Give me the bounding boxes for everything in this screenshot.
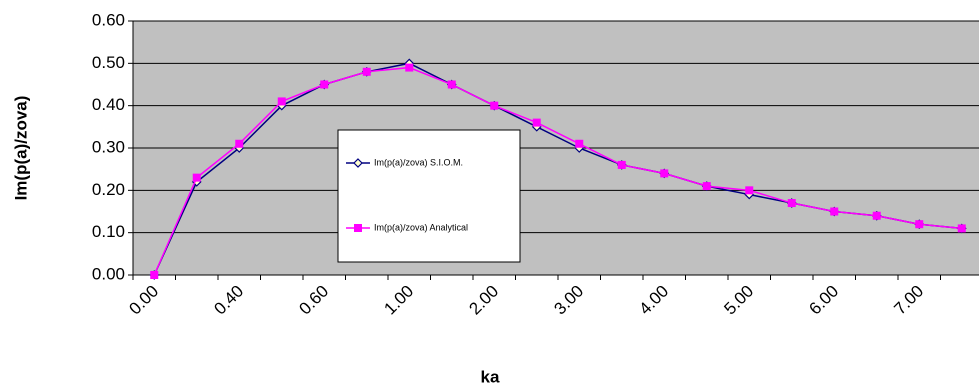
y-axis-title: Im(p(a)/zova) xyxy=(11,96,30,201)
data-point xyxy=(532,118,541,127)
data-point xyxy=(490,101,499,110)
legend-marker xyxy=(354,224,362,232)
y-tick-label: 0.00 xyxy=(92,264,125,283)
x-tick-label: 3.00 xyxy=(550,282,587,319)
data-point xyxy=(575,139,584,148)
data-point xyxy=(277,97,286,106)
y-tick-label: 0.10 xyxy=(92,222,125,241)
data-point xyxy=(872,211,881,220)
legend xyxy=(337,129,521,263)
data-point xyxy=(915,220,924,229)
legend-label: Im(p(a)/zova) Analytical xyxy=(374,222,468,232)
x-tick-label: 0.60 xyxy=(295,282,332,319)
y-tick-label: 0.20 xyxy=(92,180,125,199)
legend-label: Im(p(a)/zova) S.I.O.M. xyxy=(374,157,463,167)
x-tick-label: 6.00 xyxy=(805,282,842,319)
x-axis-title: ka xyxy=(481,367,500,386)
data-point xyxy=(192,173,201,182)
data-point xyxy=(787,199,796,208)
data-point xyxy=(660,169,669,178)
data-point xyxy=(617,160,626,169)
y-tick-label: 0.30 xyxy=(92,137,125,156)
data-point xyxy=(235,139,244,148)
legend-marker xyxy=(353,158,363,168)
y-tick-label: 0.60 xyxy=(92,10,125,29)
data-point xyxy=(405,63,414,72)
data-point xyxy=(702,182,711,191)
data-point xyxy=(362,67,371,76)
y-tick-label: 0.40 xyxy=(92,95,125,114)
data-point xyxy=(745,186,754,195)
x-tick-label: 7.00 xyxy=(890,282,927,319)
y-tick-label: 0.50 xyxy=(92,53,125,72)
x-tick-label: 5.00 xyxy=(720,282,757,319)
series-line xyxy=(153,66,962,276)
data-point xyxy=(320,80,329,89)
x-tick-label: 0.40 xyxy=(210,282,247,319)
x-tick-label: 4.00 xyxy=(635,282,672,319)
x-tick-label: 2.00 xyxy=(465,282,502,319)
x-tick-label: 1.00 xyxy=(380,282,417,319)
data-point xyxy=(957,224,966,233)
data-point xyxy=(830,207,839,216)
data-point xyxy=(150,271,159,279)
data-point xyxy=(447,80,456,89)
x-tick-label: 0.00 xyxy=(125,282,162,319)
